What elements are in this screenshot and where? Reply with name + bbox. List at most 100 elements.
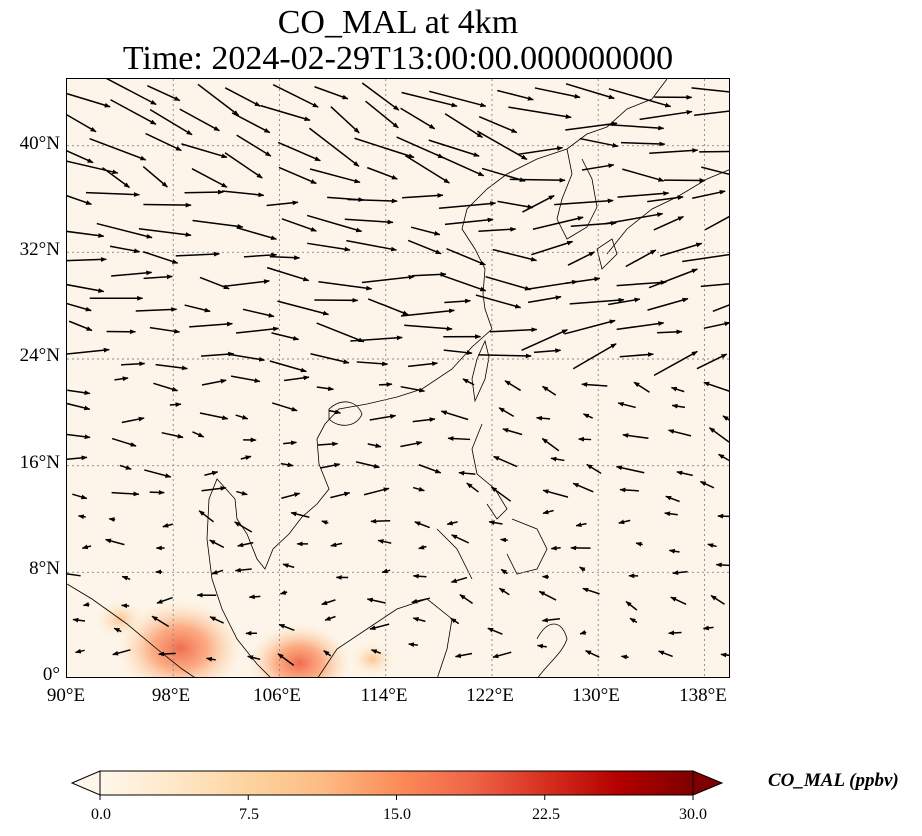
wind-arrow (67, 283, 105, 293)
wind-arrow (615, 465, 645, 474)
wind-arrow (199, 412, 229, 420)
wind-arrow (579, 566, 586, 572)
wind-arrow (633, 381, 650, 393)
wind-arrow (370, 649, 381, 654)
wind-arrow (355, 461, 380, 469)
wind-arrow (676, 470, 693, 477)
wind-arrow (224, 87, 261, 107)
wind-arrow (629, 617, 638, 624)
coastline-layer (67, 79, 729, 677)
wind-arrow (702, 625, 714, 631)
wind-arrow (621, 141, 666, 147)
wind-arrow (248, 594, 261, 600)
wind-arrow (565, 83, 615, 100)
wind-arrow (575, 522, 587, 528)
wind-arrow (365, 100, 399, 129)
wind-arrow (240, 455, 252, 461)
wind-arrow (184, 189, 224, 195)
wind-arrow (541, 617, 560, 623)
co-hotspot (350, 642, 395, 676)
colorbar-gradient (99, 770, 694, 796)
wind-arrow (328, 409, 342, 415)
wind-arrow (155, 363, 188, 371)
wind-arrow (408, 361, 439, 368)
wind-arrow (446, 520, 458, 526)
wind-arrow (527, 295, 562, 304)
wind-arrow (653, 350, 698, 377)
wind-arrow (72, 493, 88, 500)
wind-arrow (475, 294, 522, 309)
wind-arrow (536, 643, 547, 649)
wind-arrow (191, 168, 228, 188)
wind-arrow (608, 297, 641, 306)
wind-arrow (444, 217, 494, 226)
wind-arrow (96, 222, 153, 239)
wind-arrow (657, 329, 683, 335)
wind-arrow (565, 276, 601, 285)
wind-arrow (201, 486, 227, 492)
wind-arrow (691, 87, 729, 93)
wind-arrow (283, 440, 298, 446)
wind-arrow (668, 630, 682, 636)
wind-arrow (440, 410, 469, 421)
wind-arrow (418, 464, 442, 474)
wind-arrow (370, 518, 391, 524)
wind-arrow (121, 575, 131, 581)
wind-arrow (450, 617, 460, 625)
wind-arrow (450, 576, 468, 583)
wind-arrow (715, 562, 729, 568)
wind-arrow (209, 539, 225, 549)
wind-arrow (67, 195, 93, 206)
wind-arrow (153, 382, 179, 392)
wind-arrow (720, 652, 729, 658)
wind-arrow (142, 251, 179, 264)
wind-arrow (121, 361, 146, 367)
map-panel[interactable] (66, 78, 730, 678)
wind-arrow (309, 168, 361, 184)
wind-arrow (281, 218, 317, 232)
wind-arrow (534, 87, 581, 99)
wind-arrow (522, 194, 555, 213)
lon-label-90e: 90°E (46, 685, 86, 706)
colorbar-label: CO_MAL (ppbv) (768, 770, 899, 791)
wind-arrow (377, 539, 392, 544)
wind-arrow (492, 248, 538, 262)
wind-arrow (318, 281, 373, 291)
wind-arrow (236, 490, 248, 496)
wind-arrow (323, 650, 332, 657)
wind-arrow (703, 321, 729, 330)
wind-arrow (444, 113, 483, 139)
wind-arrow (149, 326, 181, 334)
wind-arrow (361, 274, 415, 284)
wind-arrow (161, 431, 184, 439)
wind-arrow (347, 198, 398, 204)
wind-arrow (378, 382, 393, 387)
wind-arrow (192, 431, 205, 438)
wind-arrow (67, 257, 107, 262)
wind-arrow (619, 352, 654, 358)
wind-arrow (237, 541, 254, 548)
wind-arrow (369, 623, 390, 631)
wind-arrow (635, 541, 643, 547)
wind-arrow (366, 597, 386, 604)
wind-arrow (579, 137, 619, 148)
wind-arrow (281, 492, 301, 499)
co-concentration-field (95, 600, 395, 677)
wind-arrow (135, 307, 178, 312)
co-hotspot (248, 624, 350, 677)
wind-arrow (670, 386, 685, 393)
wind-arrow (108, 517, 116, 522)
wind-arrow (578, 436, 592, 442)
wind-arrow (290, 511, 310, 519)
wind-arrow (381, 568, 391, 574)
wind-arrow (618, 519, 631, 525)
wind-arrow (277, 653, 295, 666)
wind-arrow (316, 386, 335, 391)
wind-arrow (703, 381, 729, 392)
wind-arrow (67, 92, 111, 108)
wind-arrow (668, 548, 680, 554)
wind-arrow (485, 275, 531, 291)
wind-arrow (404, 324, 453, 331)
wind-arrow (581, 163, 615, 171)
wind-arrow (616, 280, 667, 287)
